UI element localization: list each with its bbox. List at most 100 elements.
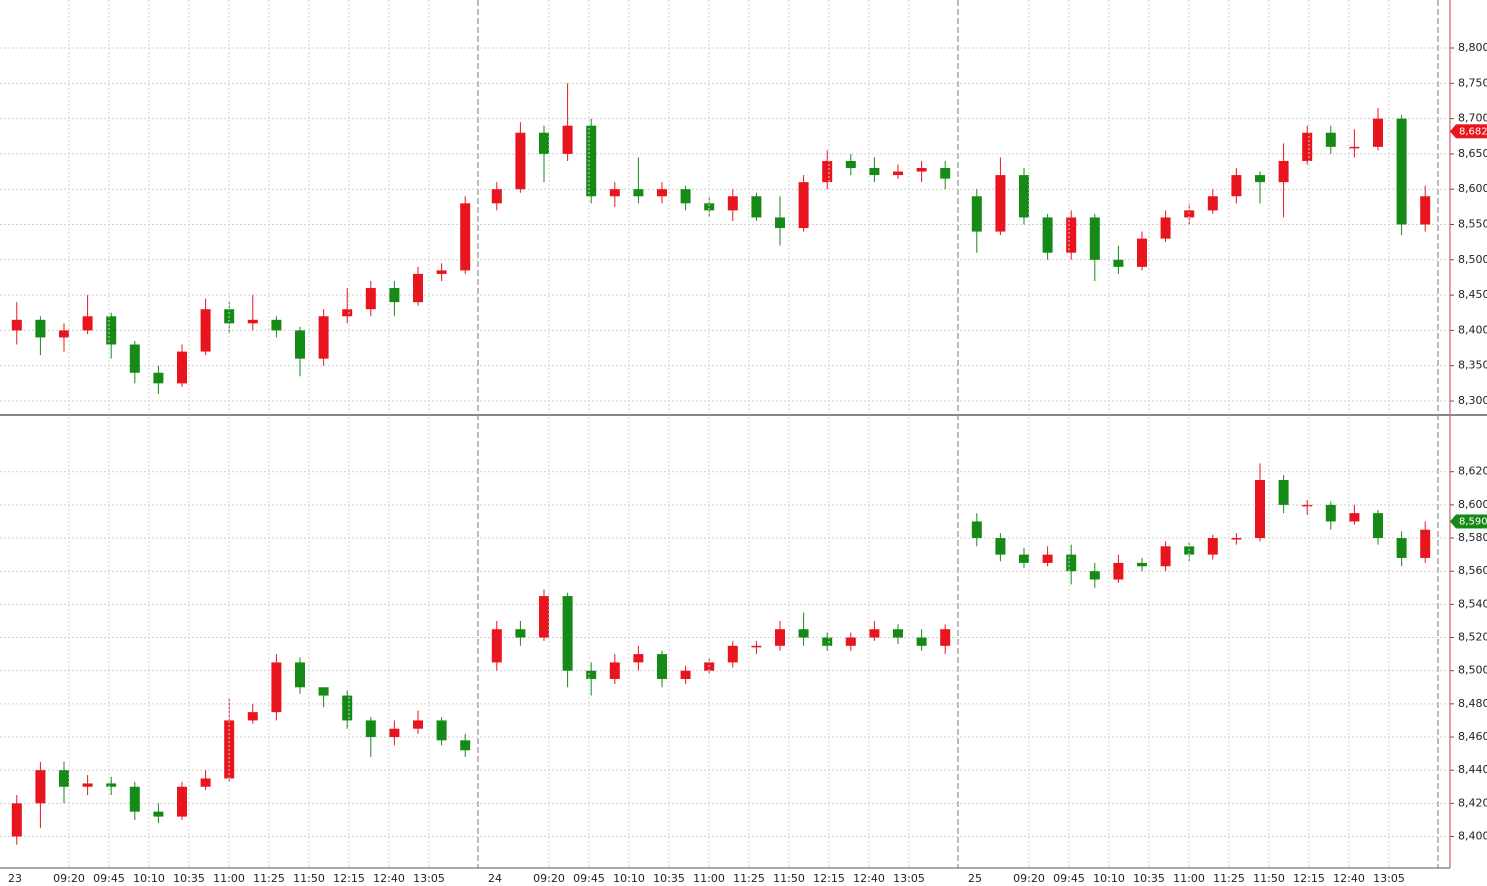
- candle-body: [1137, 238, 1147, 267]
- y-tick-label: 8,580: [1458, 531, 1487, 544]
- candle-body: [1066, 217, 1077, 253]
- candle-body: [680, 189, 691, 204]
- candle-body: [539, 596, 549, 638]
- candle-body: [1207, 196, 1218, 211]
- candle-body: [129, 344, 140, 373]
- y-tick-label: 8,520: [1458, 631, 1487, 644]
- candle-body: [916, 637, 927, 646]
- candle-body: [1207, 538, 1218, 555]
- x-tick-label: 13:05: [893, 872, 925, 885]
- candle-body: [1325, 132, 1336, 147]
- candle-body: [940, 168, 951, 179]
- candle-body: [365, 720, 376, 738]
- candle-body: [633, 189, 644, 197]
- y-tick-label: 8,300: [1458, 394, 1487, 407]
- candle-body: [822, 637, 833, 646]
- candle-body: [798, 629, 809, 638]
- candle-body: [971, 196, 982, 232]
- candle-body: [1420, 529, 1431, 558]
- candle-body: [1089, 217, 1100, 260]
- x-tick-label: 09:20: [533, 872, 565, 885]
- candle-body: [153, 811, 164, 817]
- y-tick-label: 8,500: [1458, 253, 1487, 266]
- candle-body: [798, 182, 809, 229]
- candle-body: [271, 319, 282, 331]
- x-tick-label: 11:50: [1253, 872, 1285, 885]
- y-tick-label: 8,800: [1458, 41, 1487, 54]
- x-tick-label: 09:20: [1013, 872, 1045, 885]
- candle-body: [129, 786, 140, 812]
- candle-body: [562, 125, 573, 154]
- x-tick-label: 11:50: [293, 872, 325, 885]
- candle-body: [916, 168, 927, 172]
- y-tick-label: 8,550: [1458, 218, 1487, 231]
- candle-body: [413, 273, 423, 303]
- y-tick-label: 8,350: [1458, 359, 1487, 372]
- y-tick-label: 8,600: [1458, 182, 1487, 195]
- x-tick-label: 09:45: [93, 872, 125, 885]
- candle-body: [389, 288, 400, 303]
- last-price-box: [1456, 124, 1487, 139]
- candle-body: [1066, 554, 1077, 572]
- candle-body: [775, 217, 785, 229]
- y-tick-label: 8,480: [1458, 697, 1487, 710]
- candle-body: [389, 728, 400, 738]
- x-tick-label: 11:25: [1213, 872, 1245, 885]
- y-tick-label: 8,540: [1458, 597, 1487, 610]
- y-tick-label: 8,450: [1458, 288, 1487, 301]
- candle-body: [436, 270, 447, 274]
- candle-body: [1278, 480, 1289, 505]
- candle-body: [727, 645, 738, 663]
- candle-body: [1160, 217, 1171, 239]
- candle-body: [318, 316, 329, 359]
- candle-body: [775, 629, 785, 646]
- candle-body: [1302, 504, 1313, 507]
- candle-body: [845, 637, 856, 646]
- y-tick-label: 8,400: [1458, 323, 1487, 336]
- y-tick-label: 8,560: [1458, 564, 1487, 577]
- candle-body: [562, 596, 573, 671]
- y-tick-label: 8,420: [1458, 796, 1487, 809]
- candle-body: [177, 351, 187, 384]
- candle-body: [751, 645, 762, 648]
- candle-body: [515, 132, 526, 190]
- candle-body: [1113, 562, 1124, 580]
- candle-body: [1089, 571, 1100, 580]
- candle-body: [971, 521, 982, 539]
- candle-body: [491, 189, 502, 204]
- y-tick-label: 8,460: [1458, 730, 1487, 743]
- candle-body: [35, 319, 46, 338]
- x-tick-label: 13:05: [1373, 872, 1405, 885]
- candle-body: [1113, 259, 1124, 267]
- candle-body: [460, 203, 471, 271]
- y-tick-label: 8,500: [1458, 664, 1487, 677]
- x-tick-label: 25: [968, 872, 982, 885]
- candle-body: [1231, 175, 1242, 197]
- candle-body: [200, 778, 211, 787]
- x-tick-label: 12:40: [853, 872, 885, 885]
- candle-body: [59, 770, 69, 787]
- x-tick-label: 10:10: [133, 872, 165, 885]
- candle-body: [436, 720, 447, 741]
- x-tick-label: 11:25: [733, 872, 765, 885]
- candle-body: [1160, 546, 1171, 567]
- candle-body: [1373, 513, 1383, 539]
- x-tick-label: 10:35: [173, 872, 205, 885]
- x-tick-label: 11:00: [1173, 872, 1205, 885]
- candle-body: [1042, 554, 1053, 563]
- x-tick-label: 11:00: [213, 872, 245, 885]
- candle-body: [940, 629, 951, 646]
- candle-body: [609, 662, 620, 679]
- candle-body: [413, 720, 423, 729]
- candle-body: [893, 629, 903, 638]
- candle-body: [295, 330, 305, 359]
- y-tick-label: 8,600: [1458, 498, 1487, 511]
- last-price-pointer: [1450, 514, 1456, 529]
- y-tick-label: 8,700: [1458, 112, 1487, 125]
- candle-body: [11, 319, 22, 331]
- candle-body: [751, 196, 762, 218]
- candle-body: [318, 687, 329, 696]
- x-tick-label: 12:15: [333, 872, 365, 885]
- candle-body: [1255, 480, 1265, 539]
- candle-body: [1396, 118, 1407, 225]
